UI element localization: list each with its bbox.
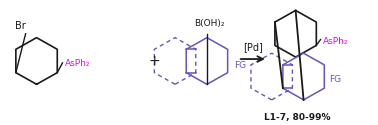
Text: AsPh₂: AsPh₂ <box>65 59 90 68</box>
Text: +: + <box>148 54 160 68</box>
Text: FG: FG <box>234 61 246 70</box>
Text: [Pd]: [Pd] <box>243 42 263 52</box>
Text: Br: Br <box>15 21 26 31</box>
Text: B(OH)₂: B(OH)₂ <box>194 19 224 28</box>
Text: AsPh₂: AsPh₂ <box>322 37 348 46</box>
Text: L1-7, 80-99%: L1-7, 80-99% <box>264 114 331 122</box>
Text: FG: FG <box>330 75 342 84</box>
